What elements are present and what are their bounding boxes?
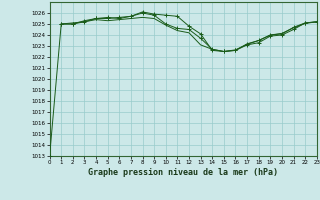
X-axis label: Graphe pression niveau de la mer (hPa): Graphe pression niveau de la mer (hPa) bbox=[88, 168, 278, 177]
